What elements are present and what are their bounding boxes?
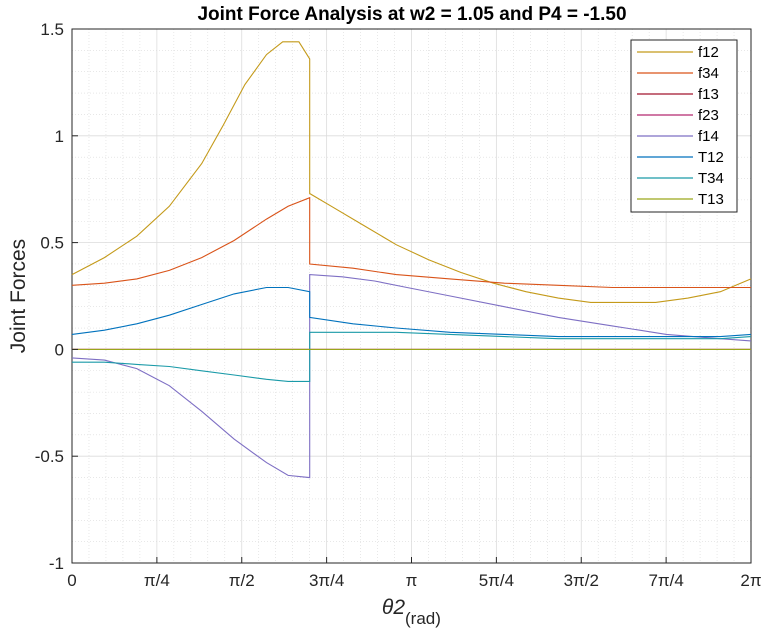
series-line-f14 xyxy=(71,274,752,479)
x-tick-label: 3π/4 xyxy=(309,571,344,590)
series-line-f34 xyxy=(71,196,751,289)
legend-label-f23: f23 xyxy=(698,107,719,124)
legend-label-f12: f12 xyxy=(698,44,719,61)
x-tick-label: 5π/4 xyxy=(479,571,514,590)
y-tick-label: 1.5 xyxy=(40,20,64,39)
legend-label-f34: f34 xyxy=(698,65,719,82)
x-tick-label: π xyxy=(406,571,418,590)
x-tick-label: 7π/4 xyxy=(648,571,683,590)
chart-title: Joint Force Analysis at w2 = 1.05 and P4… xyxy=(197,4,626,25)
y-tick-label: 0 xyxy=(55,340,64,359)
x-axis-ticks: 0 π/4 π/2 3π/4 π 5π/4 3π/2 7π/4 2π xyxy=(67,557,762,590)
x-tick-label: 0 xyxy=(67,571,76,590)
legend-box xyxy=(630,39,738,213)
x-tick-label: 3π/2 xyxy=(564,571,599,590)
y-tick-label: 0.5 xyxy=(40,234,64,253)
series-layer xyxy=(71,41,752,479)
x-axis-label-subscript: (rad) xyxy=(405,609,441,628)
legend-label-T34: T34 xyxy=(698,170,724,187)
y-tick-label: 1 xyxy=(55,127,64,146)
legend-label-f14: f14 xyxy=(698,128,719,145)
series-line-f12 xyxy=(71,41,752,303)
y-tick-label: -0.5 xyxy=(35,447,64,466)
x-tick-label: π/2 xyxy=(229,571,255,590)
legend-label-T12: T12 xyxy=(698,149,724,166)
y-axis-label: Joint Forces xyxy=(7,239,30,353)
x-tick-label: 2π xyxy=(740,571,761,590)
x-tick-label: π/4 xyxy=(144,571,170,590)
series-line-T12 xyxy=(71,286,752,338)
y-axis-ticks: -1 -0.5 0 0.5 1 1.5 xyxy=(35,20,78,573)
series-line-T34 xyxy=(72,331,752,382)
legend-label-T13: T13 xyxy=(698,191,724,208)
legend: f12 f34 f13 f23 f14 T12 T34 T13 xyxy=(630,39,738,213)
x-axis-label: θ2 xyxy=(382,596,405,619)
legend-label-f13: f13 xyxy=(698,86,719,103)
y-tick-label: -1 xyxy=(49,554,64,573)
